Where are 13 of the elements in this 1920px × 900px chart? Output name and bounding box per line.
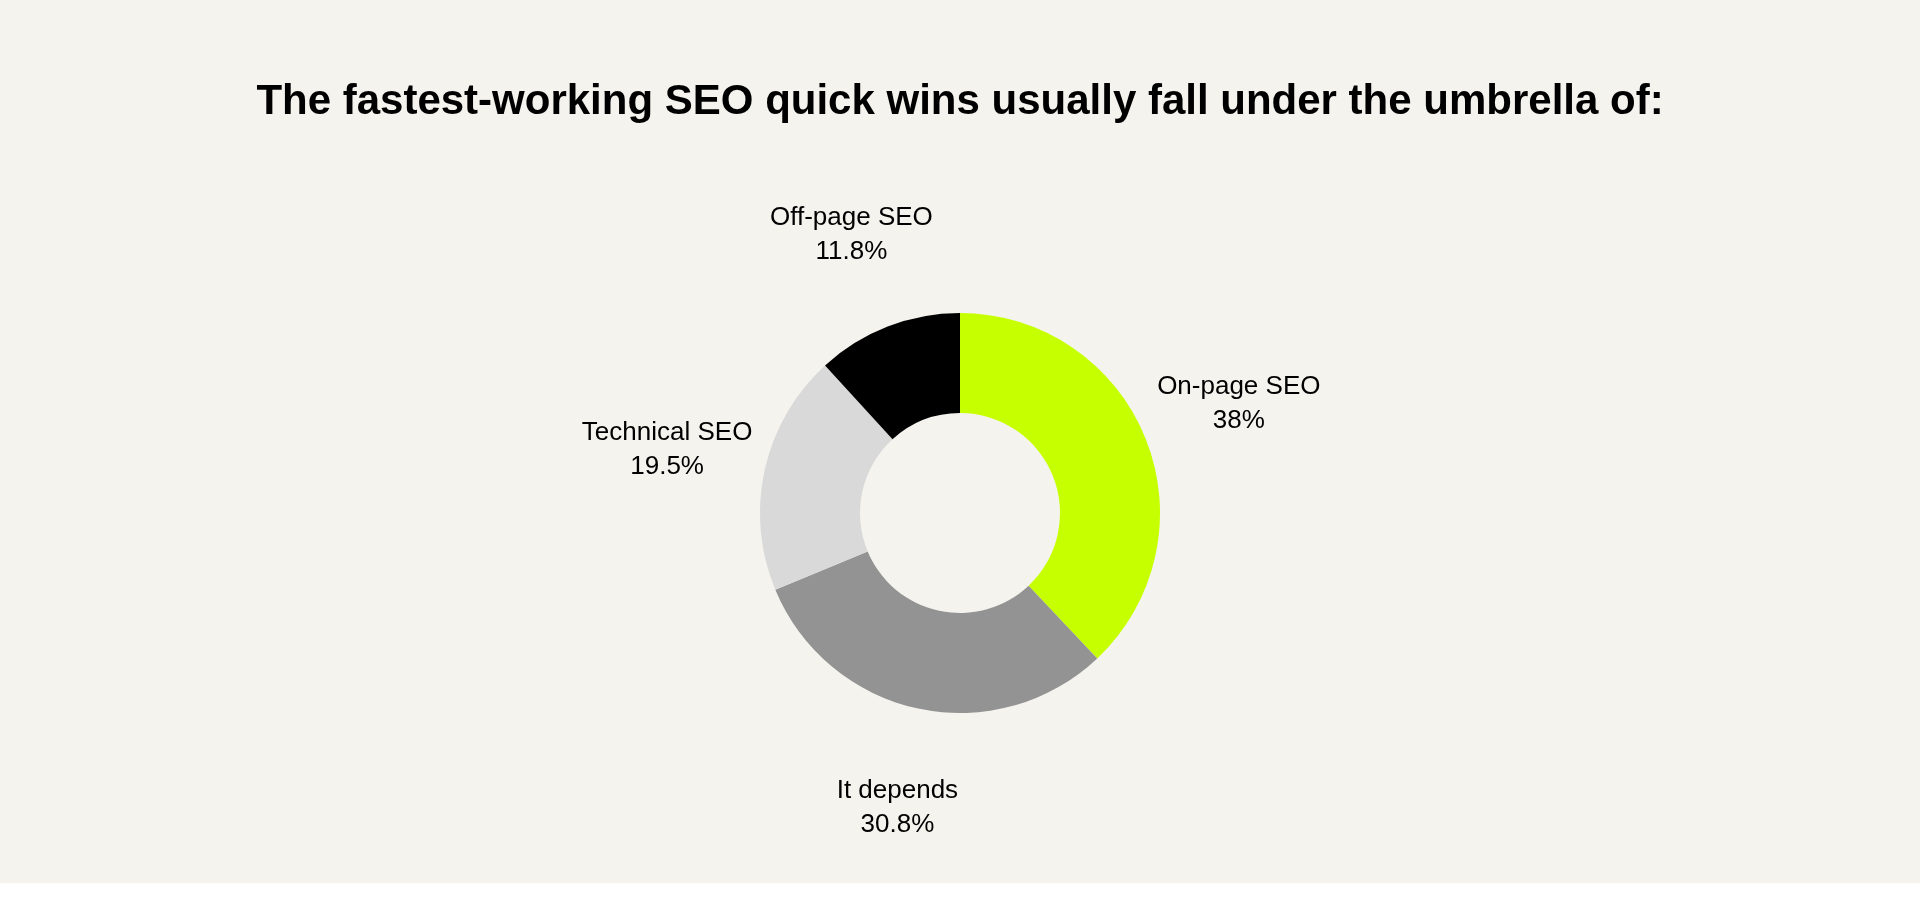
data-label: 30.8% [860, 808, 935, 839]
slice-label: On-page SEO [1157, 370, 1321, 401]
chart-title: The fastest-working SEO quick wins usually fall under the umbrella of: [256, 76, 1664, 123]
donut-slice [760, 365, 893, 590]
donut-slice [825, 313, 960, 440]
slice-label: Technical SEO [581, 416, 753, 447]
donut-slice [960, 313, 1160, 659]
slice-label: It depends [836, 774, 959, 805]
slice-label: Off-page SEO [770, 201, 933, 232]
data-label: 38% [1212, 404, 1265, 435]
donut-slice [775, 551, 1098, 713]
data-label: 19.5% [630, 450, 704, 481]
data-label: 11.8% [815, 235, 888, 266]
